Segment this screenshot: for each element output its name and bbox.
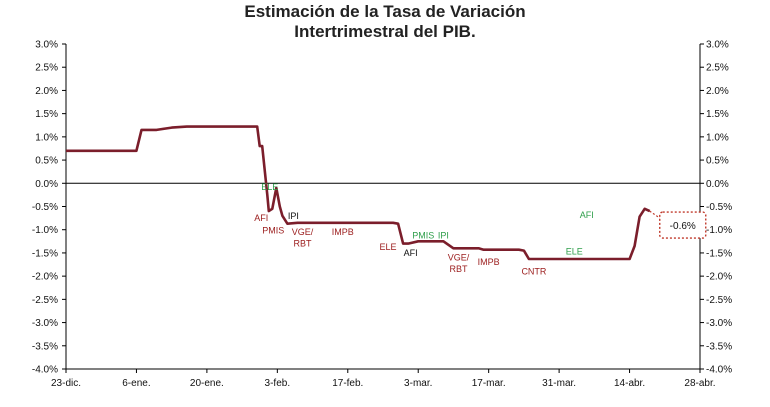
callout-leader xyxy=(649,210,661,219)
event-label: ELE xyxy=(380,242,397,252)
y-tick-label-left: -2.5% xyxy=(32,295,58,306)
tick-labels: 3.0% 3.0% 2.5% 2.5% 2.0% 2.0% 1.5% 1.5% 1.0% 1.0%… xyxy=(32,40,732,390)
y-tick-label-right: -1.5% xyxy=(706,248,732,259)
y-tick-label-right: 1.0% xyxy=(706,132,729,143)
y-tick-label-left: -2.0% xyxy=(32,272,58,283)
y-tick-label-right: 2.5% xyxy=(706,63,729,74)
y-tick-label-right: -2.0% xyxy=(706,272,732,283)
event-label: PMIS xyxy=(262,226,284,236)
event-label: AFI xyxy=(254,213,268,223)
y-tick-label-left: 0.5% xyxy=(35,156,58,167)
y-tick-label-right: 1.5% xyxy=(706,109,729,120)
callout-box xyxy=(659,211,707,239)
callout-value: -0.6% xyxy=(670,221,696,232)
y-tick-label-right: 0.5% xyxy=(706,156,729,167)
y-tick-label-right: -1.0% xyxy=(706,225,732,236)
chart-title-line-1: Estimación de la Tasa de Variación xyxy=(244,2,526,21)
x-tick-label: 23-dic. xyxy=(51,378,81,389)
y-tick-label-left: -3.5% xyxy=(32,341,58,352)
event-label: IMPB xyxy=(332,227,354,237)
chart-title-line-2: Intertrimestral del PIB. xyxy=(294,22,476,41)
y-tick-label-right: -3.0% xyxy=(706,318,732,329)
chart-title: Estimación de la Tasa de Variación Inter… xyxy=(0,2,770,42)
y-tick-label-left: -3.0% xyxy=(32,318,58,329)
event-label: CNTR xyxy=(521,267,546,277)
y-tick-label-left: 2.0% xyxy=(35,86,58,97)
x-tick-label: 3-feb. xyxy=(265,378,291,389)
series-line xyxy=(66,125,651,261)
event-label: IMPB xyxy=(478,257,500,267)
event-label: ELE xyxy=(261,182,278,192)
y-tick-label-left: -4.0% xyxy=(32,365,58,376)
x-tick-label: 3-mar. xyxy=(404,378,432,389)
y-tick-label-left: -1.5% xyxy=(32,248,58,259)
event-label: IPI xyxy=(438,230,449,240)
x-tick-label: 31-mar. xyxy=(542,378,576,389)
event-label: RBT xyxy=(449,264,468,274)
x-tick-label: 17-mar. xyxy=(472,378,506,389)
y-tick-label-left: -1.0% xyxy=(32,225,58,236)
y-tick-label-left: 1.5% xyxy=(35,109,58,120)
event-label: IPI xyxy=(288,211,299,221)
event-label: AFI xyxy=(580,210,594,220)
x-tick-label: 17-feb. xyxy=(332,378,363,389)
y-tick-label-left: 1.0% xyxy=(35,132,58,143)
x-tick-label: 20-ene. xyxy=(190,378,224,389)
y-tick-label-right: 2.0% xyxy=(706,86,729,97)
y-tick-label-right: 3.0% xyxy=(706,40,729,51)
event-label: VGE/ xyxy=(292,227,314,237)
y-tick-label-right: -2.5% xyxy=(706,295,732,306)
y-tick-label-left: 0.0% xyxy=(35,179,58,190)
y-tick-label-left: -0.5% xyxy=(32,202,58,213)
x-tick-label: 6-ene. xyxy=(122,378,150,389)
event-label: VGE/ xyxy=(448,253,470,263)
y-tick-label-left: 3.0% xyxy=(35,40,58,51)
event-label: AFI xyxy=(404,248,418,258)
y-tick-label-right: -3.5% xyxy=(706,341,732,352)
value-callout: -0.6% xyxy=(649,210,707,239)
event-label: ELE xyxy=(566,247,583,257)
series-line-group xyxy=(66,125,651,261)
event-label: PMIS xyxy=(412,230,434,240)
event-annotations: ELE AFI PMIS IPI VGE/RBT IMPB ELE AFI PMIS IPI VGE… xyxy=(254,182,594,277)
event-label: RBT xyxy=(293,239,312,249)
y-tick-label-right: 0.0% xyxy=(706,179,729,190)
y-tick-label-right: -4.0% xyxy=(706,365,732,376)
axes xyxy=(62,43,704,373)
y-tick-label-left: 2.5% xyxy=(35,63,58,74)
x-tick-label: 28-abr. xyxy=(684,378,715,389)
y-tick-label-right: -0.5% xyxy=(706,202,732,213)
x-tick-label: 14-abr. xyxy=(614,378,645,389)
